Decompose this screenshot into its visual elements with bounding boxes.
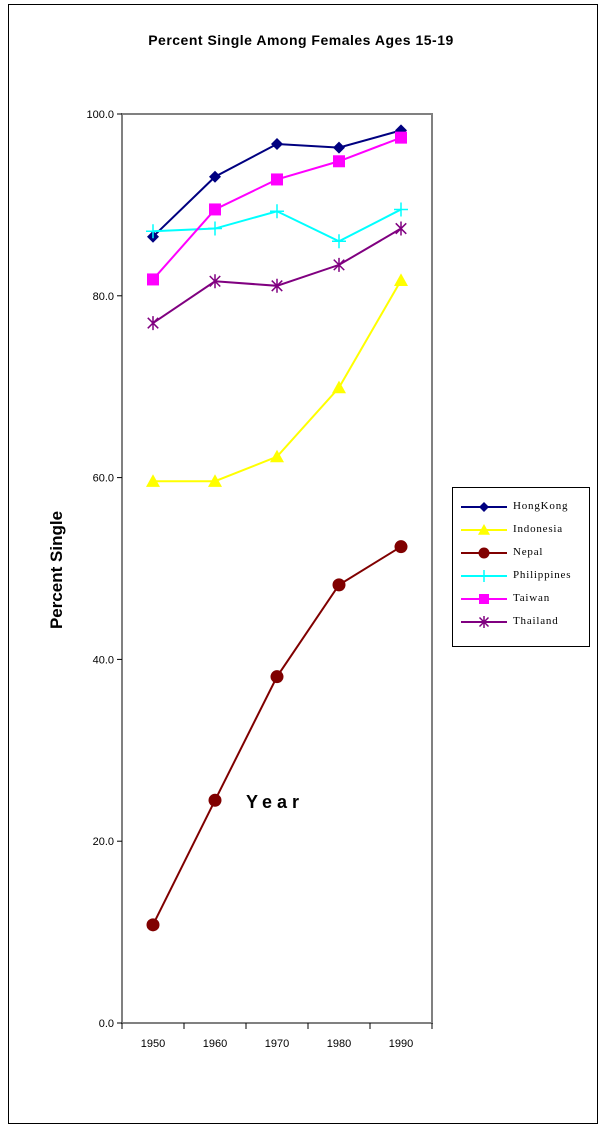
series-hongkong	[147, 124, 407, 243]
y-tick-label: 20.0	[93, 836, 114, 848]
marker-triangle	[208, 474, 222, 487]
marker-circle	[270, 670, 284, 684]
marker-circle	[394, 540, 408, 554]
x-tick-label: 1970	[265, 1038, 289, 1050]
legend-swatch	[461, 570, 507, 582]
marker-circle	[478, 547, 490, 559]
x-tick-label: 1980	[327, 1038, 351, 1050]
marker-plus	[146, 224, 160, 239]
legend-label: Thailand	[513, 615, 559, 627]
legend-item: Indonesia	[453, 520, 589, 542]
marker-square	[395, 131, 407, 144]
marker-asterisk	[395, 221, 407, 236]
marker-diamond	[209, 170, 221, 183]
marker-asterisk	[271, 278, 283, 293]
legend: HongKong Indonesia Nepal Philippines Taiwan T…	[452, 487, 590, 647]
marker-diamond	[333, 141, 345, 154]
y-tick-label: 0.0	[99, 1018, 114, 1030]
marker-circle	[208, 793, 222, 807]
marker-asterisk	[333, 257, 345, 272]
marker-plus	[208, 221, 222, 236]
series-taiwan	[147, 131, 407, 286]
legend-label: HongKong	[513, 500, 569, 512]
marker-square	[147, 273, 159, 286]
x-tick-label: 1990	[389, 1038, 413, 1050]
marker-circle	[332, 578, 346, 592]
marker-square	[209, 203, 221, 216]
legend-swatch	[461, 524, 507, 535]
marker-triangle	[394, 273, 408, 286]
legend-item: Thailand	[453, 612, 589, 634]
series-nepal	[146, 540, 408, 932]
marker-diamond	[271, 137, 283, 150]
series-thailand	[147, 221, 407, 331]
series-indonesia	[146, 273, 408, 487]
x-tick-label: 1960	[203, 1038, 227, 1050]
marker-triangle	[146, 474, 160, 487]
series-line	[152, 227, 402, 324]
y-tick-label: 80.0	[93, 291, 114, 303]
legend-item: Nepal	[453, 543, 589, 565]
y-tick-label: 40.0	[93, 654, 114, 666]
marker-plus	[332, 234, 346, 249]
chart-title: Percent Single Among Females Ages 15-19	[148, 32, 454, 48]
legend-label: Philippines	[513, 569, 572, 581]
legend-swatch	[461, 616, 507, 628]
series-line	[152, 545, 402, 926]
marker-triangle	[332, 380, 346, 394]
x-tick-label: 1950	[141, 1038, 165, 1050]
legend-label: Nepal	[513, 546, 544, 558]
marker-square	[479, 594, 489, 604]
y-tick-label: 60.0	[93, 473, 114, 485]
legend-item: Taiwan	[453, 589, 589, 611]
x-axis-label: Year	[245, 792, 305, 812]
marker-triangle	[478, 524, 490, 535]
series-philippines	[146, 202, 408, 249]
marker-square	[271, 173, 283, 186]
legend-swatch	[461, 547, 507, 559]
marker-plus	[394, 202, 408, 217]
legend-item: Philippines	[453, 566, 589, 588]
y-tick-label: 100.0	[86, 109, 114, 121]
marker-asterisk	[147, 316, 159, 331]
marker-asterisk	[209, 274, 221, 289]
marker-square	[333, 155, 345, 168]
legend-swatch	[461, 594, 507, 604]
legend-item: HongKong	[453, 497, 589, 519]
legend-swatch	[461, 502, 507, 512]
marker-circle	[146, 918, 160, 932]
marker-plus	[270, 204, 284, 219]
marker-plus	[478, 570, 490, 582]
plot-area	[121, 113, 433, 1024]
marker-diamond	[479, 502, 489, 512]
marker-asterisk	[478, 616, 490, 628]
legend-label: Taiwan	[513, 592, 551, 604]
marker-triangle	[270, 449, 284, 463]
legend-label: Indonesia	[513, 523, 563, 535]
